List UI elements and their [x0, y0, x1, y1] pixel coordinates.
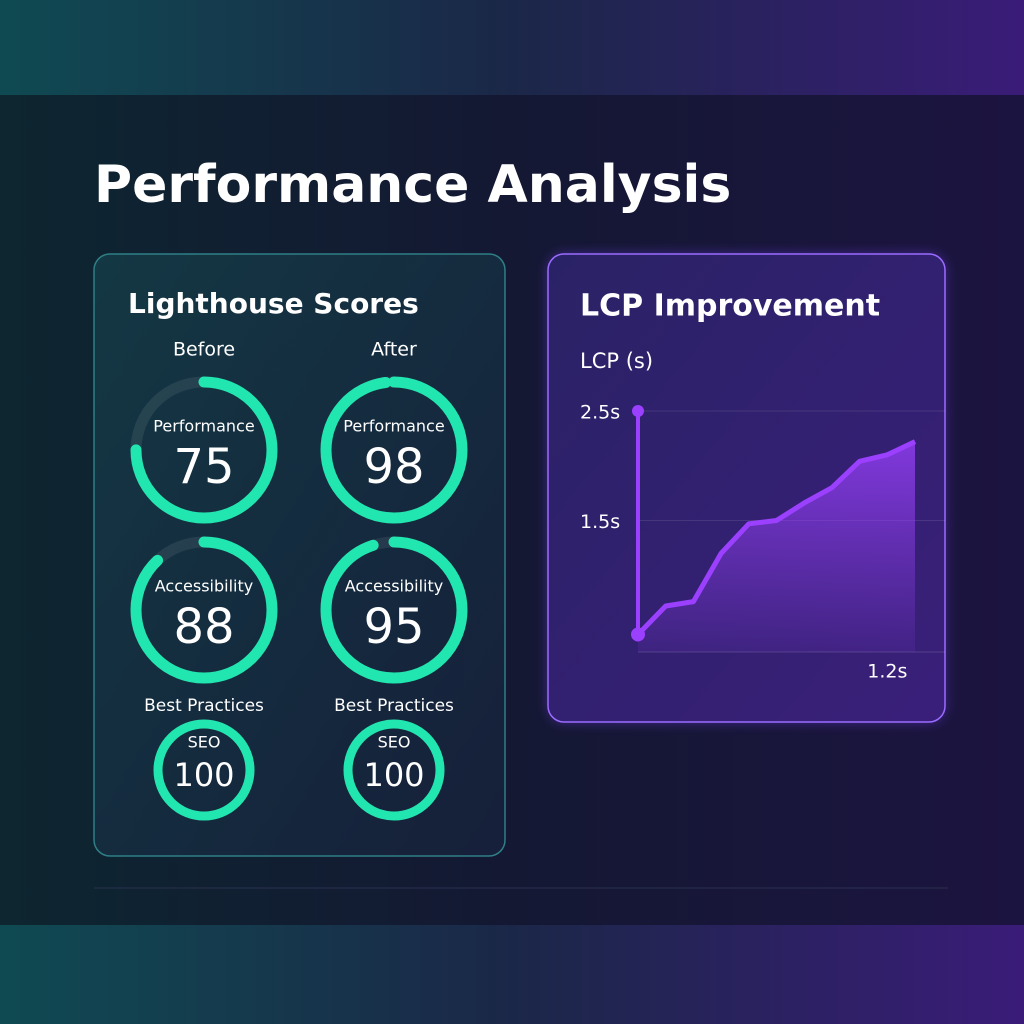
gauge-caption: Best Practices	[144, 696, 264, 716]
gauge-arc	[130, 536, 278, 684]
gauge-value: 100	[173, 756, 234, 794]
gauge-label: Accessibility	[345, 577, 443, 596]
gauge-caption: Best Practices	[334, 696, 454, 716]
scores-panel	[93, 253, 506, 857]
gauge-value: 95	[363, 599, 424, 655]
gauge-label: SEO	[188, 733, 221, 752]
page-title: Performance Analysis	[94, 155, 731, 215]
chart-title: LCP Improvement	[580, 289, 880, 324]
gauge-label: Performance	[343, 417, 444, 436]
gauge-value: 100	[363, 756, 424, 794]
gauge-label: Accessibility	[155, 577, 253, 596]
gauge-arc	[320, 536, 468, 684]
x-tick-label: 1.2s	[867, 661, 907, 683]
gauge-arc	[130, 376, 278, 524]
gauge-value: 98	[363, 439, 424, 495]
area-fill	[638, 441, 915, 652]
line	[636, 439, 917, 637]
start-point	[631, 627, 645, 642]
gauge-arc	[153, 719, 255, 821]
peak-point	[632, 404, 644, 417]
gauge-value: 88	[173, 599, 234, 655]
y-tick-label: 2.5s	[580, 401, 620, 423]
column-heading: After	[371, 339, 417, 361]
y-tick-label: 1.5s	[580, 511, 620, 533]
column-heading: Before	[173, 339, 235, 361]
gauge-value: 75	[173, 439, 234, 495]
gauge-arc	[343, 719, 445, 821]
panel-title: Lighthouse Scores	[128, 287, 419, 320]
y-axis-label: LCP (s)	[580, 349, 653, 373]
gauge-label: SEO	[378, 733, 411, 752]
gauge-label: Performance	[153, 417, 254, 436]
gauge-arc	[320, 376, 468, 524]
